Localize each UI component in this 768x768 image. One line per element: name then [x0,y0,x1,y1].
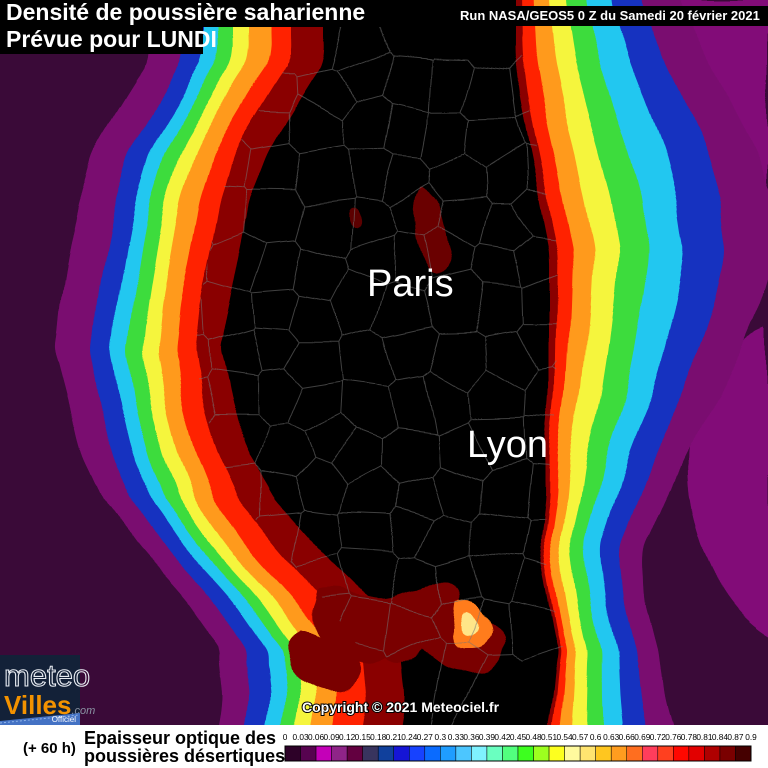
svg-text:0.12: 0.12 [339,732,356,742]
svg-text:poussières désertiques: poussières désertiques [84,746,285,766]
svg-text:0.9: 0.9 [745,732,757,742]
svg-text:0: 0 [283,732,288,742]
svg-text:Run NASA/GEOS5 0 Z du Samedi 2: Run NASA/GEOS5 0 Z du Samedi 20 février … [460,8,760,23]
svg-text:0.87: 0.87 [727,732,744,742]
svg-text:0.21: 0.21 [386,732,403,742]
svg-text:0.76: 0.76 [665,732,682,742]
svg-text:0.15: 0.15 [355,732,372,742]
svg-text:(+ 60 h): (+ 60 h) [23,740,76,757]
svg-text:0.57: 0.57 [572,732,589,742]
svg-text:Lyon: Lyon [467,424,548,466]
svg-text:0.6: 0.6 [590,732,602,742]
svg-text:0.36: 0.36 [463,732,480,742]
svg-text:Prévue pour LUNDI: Prévue pour LUNDI [6,26,217,52]
svg-text:Officiel: Officiel [52,715,77,724]
svg-text:0.03: 0.03 [292,732,309,742]
svg-text:0.69: 0.69 [634,732,651,742]
svg-text:0.48: 0.48 [525,732,542,742]
svg-text:0.27: 0.27 [417,732,434,742]
svg-text:0.3: 0.3 [435,732,447,742]
svg-text:0.24: 0.24 [401,732,418,742]
svg-text:Densité de poussière saharienn: Densité de poussière saharienne [6,0,365,25]
svg-text:0.33: 0.33 [448,732,465,742]
svg-text:0.81: 0.81 [696,732,713,742]
svg-text:0.63: 0.63 [603,732,620,742]
svg-text:Copyright © 2021 Meteociel.fr: Copyright © 2021 Meteociel.fr [302,699,500,715]
svg-text:0.39: 0.39 [479,732,496,742]
svg-text:0.18: 0.18 [370,732,387,742]
svg-text:0.84: 0.84 [712,732,729,742]
svg-text:0.54: 0.54 [557,732,574,742]
svg-text:Epaisseur optique des: Epaisseur optique des [84,728,276,748]
svg-text:0.78: 0.78 [681,732,698,742]
svg-text:0.45: 0.45 [510,732,527,742]
svg-text:meteo: meteo [4,658,90,693]
svg-text:0.42: 0.42 [494,732,511,742]
svg-text:0.09: 0.09 [324,732,341,742]
svg-text:Paris: Paris [367,263,454,305]
svg-text:0.66: 0.66 [619,732,636,742]
svg-text:0.51: 0.51 [541,732,558,742]
svg-text:0.72: 0.72 [650,732,667,742]
svg-text:0.06: 0.06 [308,732,325,742]
